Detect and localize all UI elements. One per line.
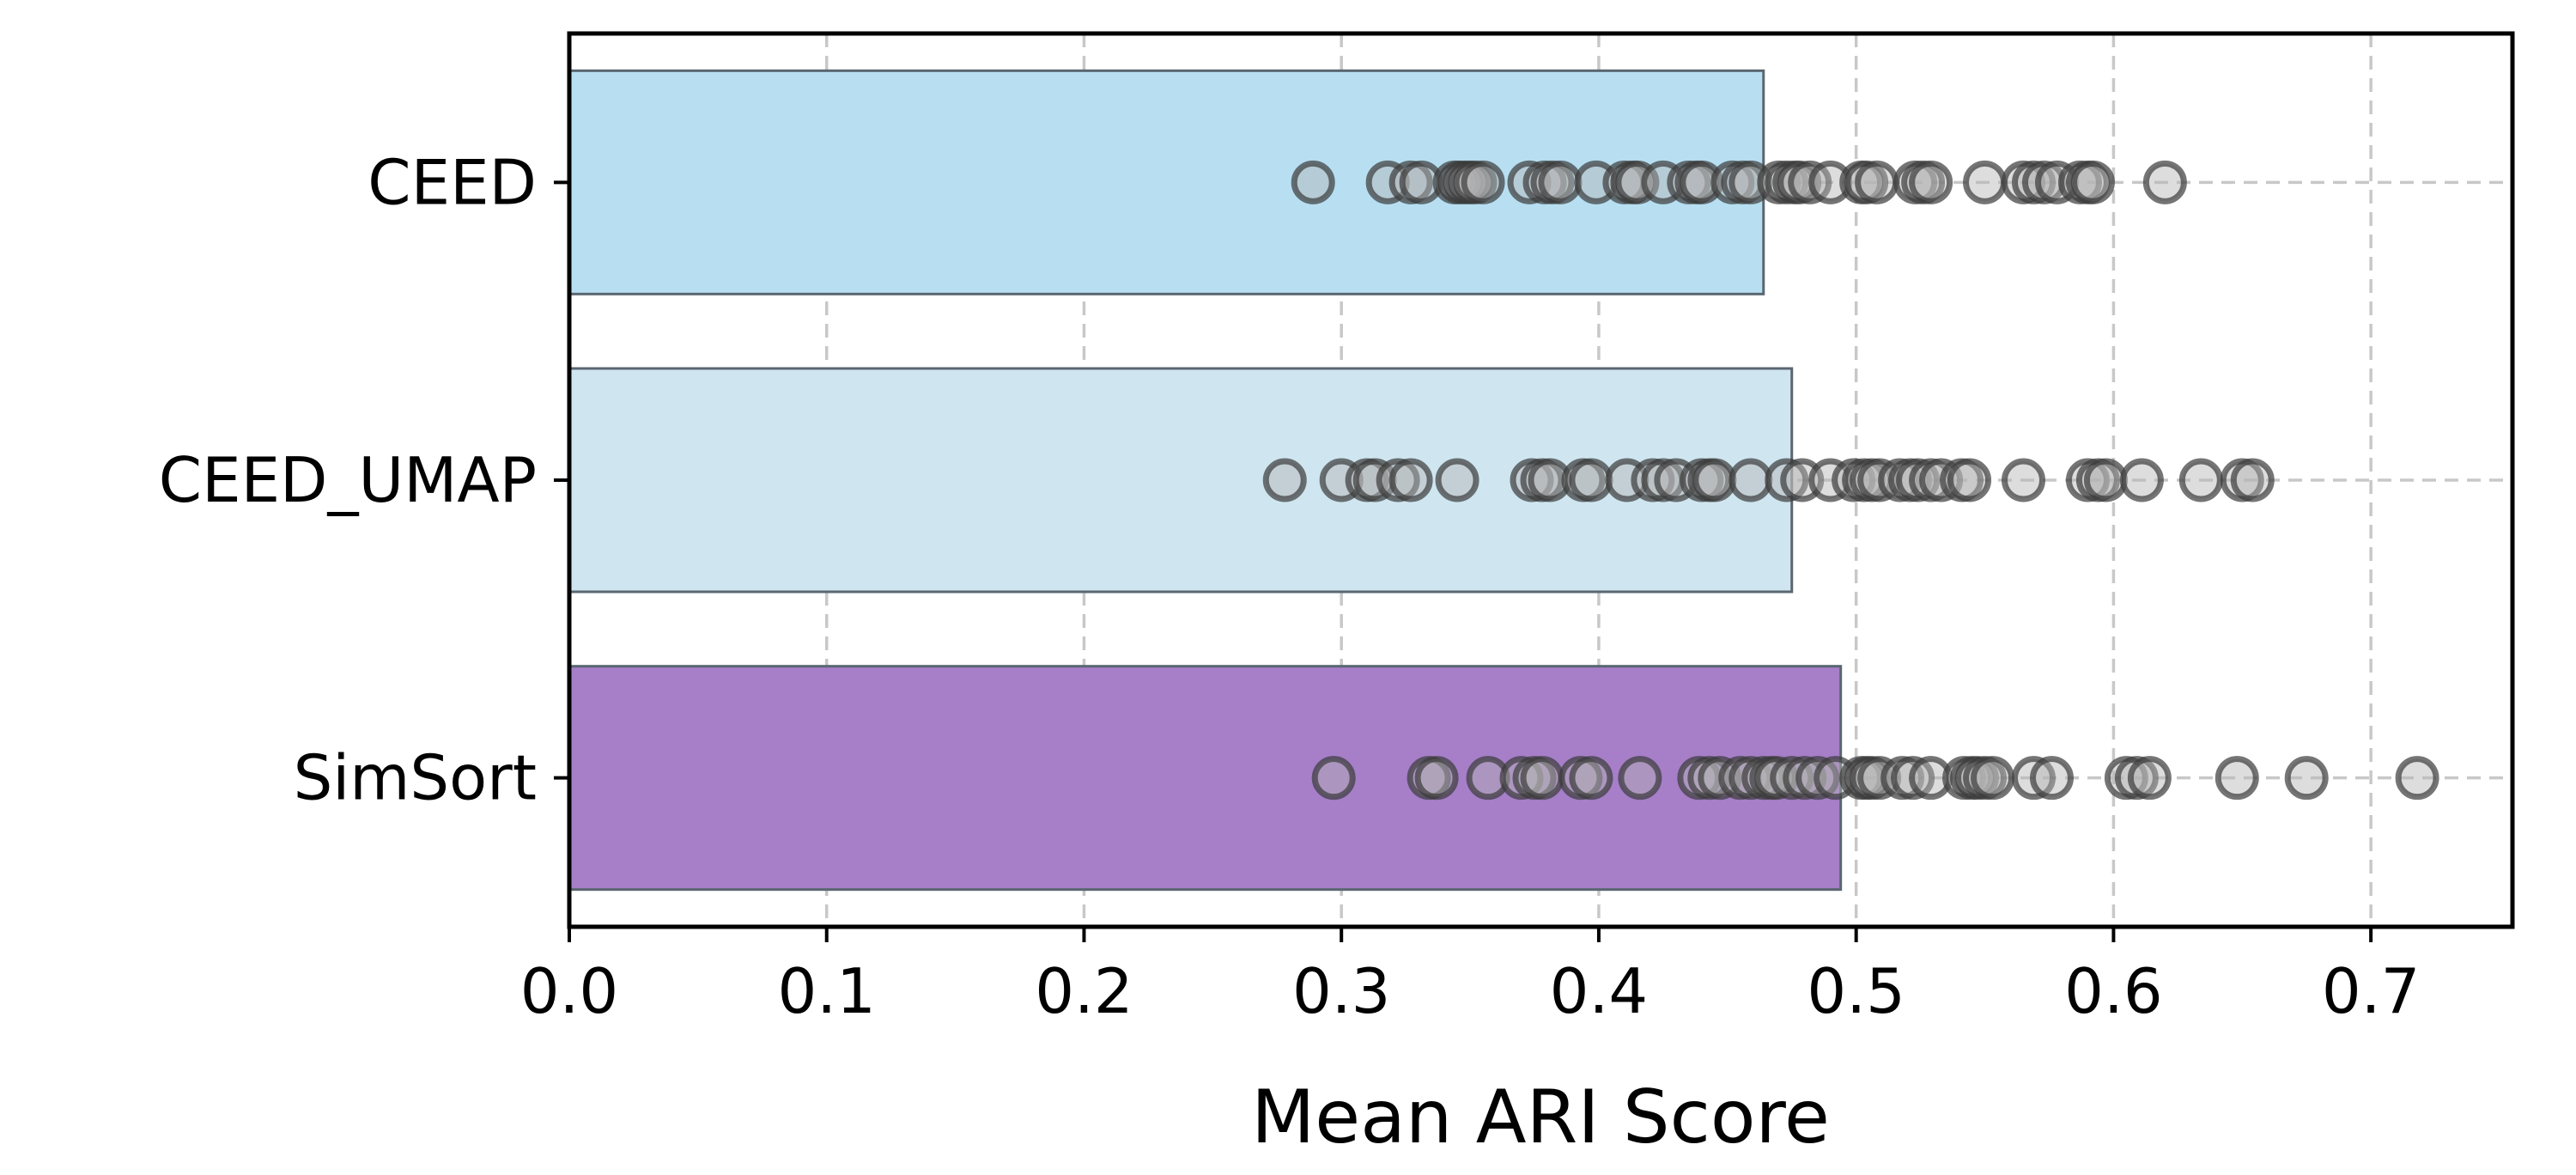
data-point [1435, 458, 1479, 502]
data-point [1538, 160, 1583, 204]
data-point [2029, 756, 2074, 801]
data-point [1414, 756, 1459, 801]
x-tick-label: 0.3 [1292, 955, 1391, 1027]
data-point [1528, 458, 1572, 502]
data-point [1909, 160, 1953, 204]
bars [568, 69, 1843, 892]
data-point [1971, 756, 2015, 801]
y-category-label: SimSort [294, 742, 537, 814]
data-point [1569, 458, 1613, 502]
data-point [2083, 458, 2128, 502]
x-tick-label: 0.6 [2064, 955, 2163, 1027]
data-point [1765, 458, 1809, 502]
data-point [1262, 458, 1307, 502]
data-point [2070, 160, 2115, 204]
data-point [2127, 756, 2172, 801]
data-point [1909, 756, 1953, 801]
data-point [1376, 458, 1420, 502]
data-point [1466, 756, 1510, 801]
data-point [1783, 756, 1827, 801]
x-tick-label: 0.0 [520, 955, 619, 1027]
data-point [1692, 458, 1737, 502]
data-point [2142, 160, 2187, 204]
data-point [2178, 458, 2223, 502]
data-point [2119, 458, 2164, 502]
x-tick-label: 0.4 [1550, 955, 1649, 1027]
data-point [1388, 458, 1433, 502]
x-tick-label: 0.2 [1035, 955, 1133, 1027]
data-point [1569, 756, 1613, 801]
data-point [2114, 756, 2159, 801]
data-point [2284, 756, 2329, 801]
data-point [1947, 458, 1992, 502]
data-point [1680, 160, 1724, 204]
data-point [1520, 756, 1564, 801]
data-point [1461, 160, 1505, 204]
x-tick-label: 0.1 [777, 955, 876, 1027]
data-point [2230, 458, 2275, 502]
data-point [1963, 160, 2008, 204]
data-point [1855, 160, 1899, 204]
y-category-label: CEED_UMAP [159, 444, 537, 516]
y-category-label: CEED [368, 146, 537, 218]
bar-ceed-umap [568, 367, 1794, 594]
x-axis-title: Mean ARI Score [1251, 1075, 1830, 1160]
data-point [1291, 160, 1335, 204]
data-point [2395, 756, 2439, 801]
data-point [1728, 458, 1773, 502]
data-point [2215, 756, 2259, 801]
bar-simsort [568, 665, 1843, 892]
x-tick-label: 0.5 [1807, 955, 1905, 1027]
points [1262, 160, 2439, 801]
data-point [2002, 458, 2046, 502]
ticks: 0.0 0.1 0.2 0.3 0.4 0.5 0.6 0.7 CEED CEED_UMAP Sim… [159, 146, 2421, 1027]
data-point [1618, 756, 1662, 801]
data-point [1311, 756, 1356, 801]
x-tick-label: 0.7 [2322, 955, 2421, 1027]
